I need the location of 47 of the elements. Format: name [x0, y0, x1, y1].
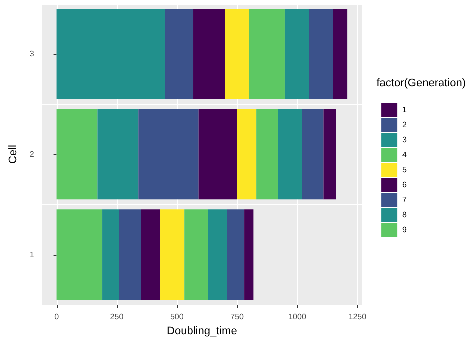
bar: [102, 210, 120, 300]
legend-label: 6: [402, 180, 408, 190]
legend-label: 7: [402, 196, 408, 204]
bar: [119, 210, 142, 300]
bar: [256, 109, 278, 200]
x-axis-title: Doubling_time: [167, 325, 238, 338]
legend-title: factor(Generation): [376, 78, 466, 90]
x-tick-label: 0: [54, 312, 60, 322]
bar: [309, 9, 334, 100]
bar: [165, 9, 194, 100]
legend-label: 5: [402, 166, 408, 174]
bar: [56, 9, 166, 100]
y-axis-title: Cell: [8, 145, 20, 164]
bar: [208, 210, 228, 300]
bar: [160, 210, 185, 300]
bar: [225, 9, 250, 100]
bar: [237, 109, 257, 200]
legend-label: 4: [402, 150, 408, 160]
bar: [227, 210, 245, 300]
bar: [56, 210, 103, 300]
x-tick-label: 750: [230, 312, 245, 322]
bar: [302, 109, 324, 200]
bar: [184, 210, 208, 300]
x-tick-label: 1250: [348, 312, 368, 322]
bar: [141, 210, 160, 300]
bar: [98, 109, 139, 200]
bar: [194, 9, 226, 100]
legend-label: 2: [402, 120, 408, 130]
bar: [333, 9, 348, 100]
x-tick-label: 250: [110, 312, 124, 322]
y-tick-label: 2: [30, 150, 35, 159]
bar: [324, 109, 336, 200]
legend-label: 9: [402, 226, 408, 234]
y-tick-label: 3: [30, 50, 35, 59]
legend-label: 8: [402, 210, 408, 220]
legend-label: 3: [402, 136, 408, 144]
x-tick-label: 1000: [288, 312, 307, 322]
bar: [198, 109, 238, 200]
bar: [138, 109, 199, 200]
bar: [278, 109, 302, 200]
legend-label: 1: [402, 106, 408, 114]
bar: [244, 210, 254, 300]
x-tick-label: 500: [170, 312, 184, 322]
bar: [56, 109, 98, 200]
bar: [249, 9, 285, 100]
bar: [284, 9, 310, 100]
y-tick-label: 1: [30, 250, 35, 260]
